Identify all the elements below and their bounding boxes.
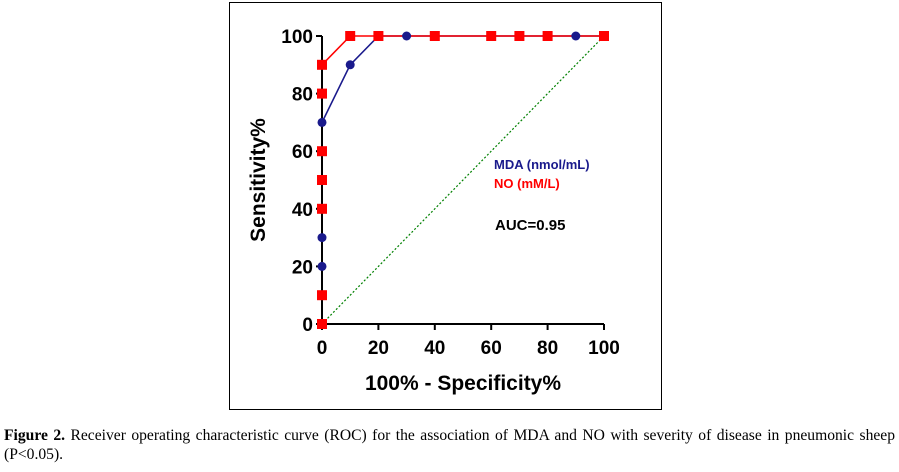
series-0-point bbox=[317, 261, 327, 271]
series-1-point bbox=[317, 319, 327, 329]
series-1-point bbox=[345, 31, 356, 41]
series-0-point bbox=[571, 31, 581, 41]
y-tick-label: 40 bbox=[292, 200, 313, 221]
x-tick-label: 40 bbox=[424, 338, 445, 359]
y-tick-label: 100 bbox=[281, 27, 313, 48]
y-tick-label: 0 bbox=[302, 315, 313, 336]
y-tick-label: 20 bbox=[292, 257, 313, 278]
series-1-point bbox=[599, 31, 609, 41]
x-tick-label: 20 bbox=[368, 338, 389, 359]
x-tick-label: 100 bbox=[588, 338, 620, 359]
legend-entry-no: NO (mM/L) bbox=[494, 176, 560, 191]
x-tick-label: 0 bbox=[317, 338, 328, 359]
x-axis-label: 100% - Specificity% bbox=[365, 372, 561, 395]
series-0-point bbox=[317, 233, 327, 243]
series-1-point bbox=[429, 31, 440, 41]
series-0-point bbox=[317, 117, 327, 127]
series-1-point bbox=[542, 31, 553, 41]
series-1-point bbox=[317, 290, 327, 301]
figure-caption: Figure 2. Receiver operating characteris… bbox=[4, 426, 895, 464]
series-markers bbox=[317, 31, 609, 329]
y-axis-label: Sensitivity% bbox=[247, 118, 270, 242]
y-tick-label: 60 bbox=[292, 142, 313, 163]
series-lines bbox=[321, 35, 605, 325]
series-1-point bbox=[317, 88, 327, 99]
legend-entry-mda: MDA (nmol/mL) bbox=[494, 157, 590, 172]
series-1-point bbox=[317, 175, 327, 185]
x-tick-label: 60 bbox=[481, 338, 502, 359]
series-0-point bbox=[345, 60, 355, 70]
caption-label: Figure 2. bbox=[4, 427, 66, 444]
axes: 0 20 40 60 80 100 0 20 40 60 80 100 bbox=[281, 27, 620, 359]
series-1-point bbox=[317, 203, 327, 214]
series-1-point bbox=[317, 59, 327, 70]
auc-annotation: AUC=0.95 bbox=[495, 217, 565, 234]
reference-diagonal-line bbox=[321, 35, 605, 325]
y-tick-label: 80 bbox=[292, 85, 313, 106]
caption-text: Receiver operating characteristic curve … bbox=[4, 427, 896, 463]
series-0-point bbox=[402, 31, 412, 41]
chart-frame bbox=[229, 2, 662, 410]
series-1-point bbox=[373, 31, 384, 41]
series-1-point bbox=[514, 31, 525, 41]
series-1-point bbox=[317, 146, 327, 157]
series-1-point bbox=[486, 31, 497, 41]
x-tick-label: 80 bbox=[537, 338, 558, 359]
